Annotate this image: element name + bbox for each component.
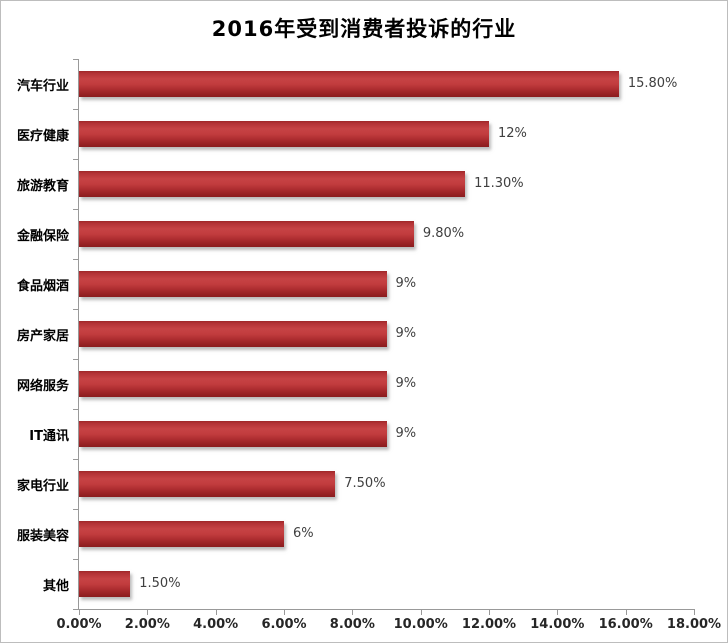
x-axis-tick: [79, 609, 80, 615]
bar-row: 15.80%: [79, 59, 694, 109]
x-axis-tick: [352, 609, 354, 615]
bar-row: 7.50%: [79, 459, 694, 509]
plot-area: 15.80% 12% 11.30% 9.80% 9% 9% 9% 9% 7.50% 6% 1.50%…: [56, 59, 721, 632]
y-axis-tick: [73, 209, 79, 210]
chart-title: 2016年受到消费者投诉的行业: [211, 17, 517, 41]
value-label: 9%: [395, 276, 417, 292]
category-label: IT通讯: [29, 428, 69, 444]
y-axis-tick: [73, 559, 79, 560]
value-label: 12%: [498, 126, 527, 142]
x-axis-tick: [489, 609, 490, 615]
bar-5: [79, 320, 387, 347]
category-label: 其他: [42, 578, 69, 594]
bar-row: 12%: [79, 109, 694, 159]
y-axis-tick: [73, 59, 79, 60]
y-axis-tick: [73, 609, 79, 610]
bar-8: [79, 470, 336, 497]
category-label: 服装美容: [16, 528, 69, 544]
category-axis-labels: 汽车行业医疗健康旅游教育金融保险食品烟酒房产家居网络服务 IT通讯家电行业服装美容…: [1, 59, 69, 609]
y-axis-tick: [73, 159, 79, 160]
value-label: 9%: [395, 326, 417, 342]
x-axis-tick: [420, 609, 422, 615]
x-axis-tick: [557, 609, 559, 615]
value-label: 6%: [293, 526, 314, 542]
x-axis-label: 4.00%: [193, 617, 239, 632]
bar-row: 1.50%: [79, 559, 694, 609]
bar-row: 6%: [79, 509, 694, 559]
bar-row: 9%: [79, 309, 694, 359]
category-label: 医疗健康: [16, 128, 69, 144]
category-label: 旅游教育: [16, 178, 69, 194]
category-label: 汽车行业: [16, 78, 69, 94]
y-axis-tick: [73, 509, 79, 510]
category-label: 金融保险: [16, 228, 69, 244]
bar-2: [79, 170, 466, 197]
x-axis-label: 8.00%: [329, 617, 375, 632]
bar-1: [79, 120, 489, 147]
y-axis-tick: [73, 459, 79, 460]
category-label: 房产家居: [16, 328, 69, 344]
x-axis-label: 6.00%: [261, 617, 307, 632]
x-axis-label: 12.00%: [461, 617, 517, 632]
y-axis-tick: [73, 259, 79, 260]
bar-7: [79, 420, 387, 447]
value-label: 9%: [395, 426, 417, 442]
x-axis-label: 10.00%: [393, 617, 448, 632]
bar-3: [79, 220, 414, 247]
value-label: 1.50%: [139, 576, 181, 592]
value-label: 7.50%: [344, 476, 386, 492]
y-axis-tick: [73, 359, 79, 360]
y-axis-tick: [73, 409, 79, 410]
value-label: 9.80%: [422, 226, 465, 242]
x-axis-tick: [284, 609, 285, 615]
x-axis-label: 16.00%: [598, 617, 653, 632]
x-axis-label: 18.00%: [666, 617, 722, 632]
x-axis-tick: [625, 609, 627, 615]
category-label: 网络服务: [16, 378, 69, 394]
x-axis-label: 0.00%: [56, 617, 102, 632]
x-axis-tick: [147, 609, 149, 615]
bar-9: [79, 520, 284, 547]
bar-row: 11.30%: [79, 159, 694, 209]
bar-6: [79, 370, 387, 397]
bar-0: [79, 70, 619, 97]
x-axis-tick: [215, 609, 217, 615]
bar-row: 9.80%: [79, 209, 694, 259]
value-label: 9%: [395, 376, 417, 392]
x-axis-label: 2.00%: [124, 617, 170, 632]
x-axis-tick: [694, 609, 695, 615]
bar-row: 9%: [79, 259, 694, 309]
category-label: 家电行业: [16, 478, 69, 494]
y-axis-tick: [73, 309, 79, 310]
x-axis-label: 14.00%: [530, 617, 585, 632]
category-label: 食品烟酒: [16, 278, 69, 294]
bar-row: 9%: [79, 409, 694, 459]
y-axis-tick: [73, 109, 79, 110]
value-label: 11.30%: [474, 176, 524, 192]
bar-10: [79, 570, 131, 597]
bar-row: 9%: [79, 359, 694, 409]
bar-4: [79, 270, 387, 297]
value-label: 15.80%: [627, 76, 678, 92]
